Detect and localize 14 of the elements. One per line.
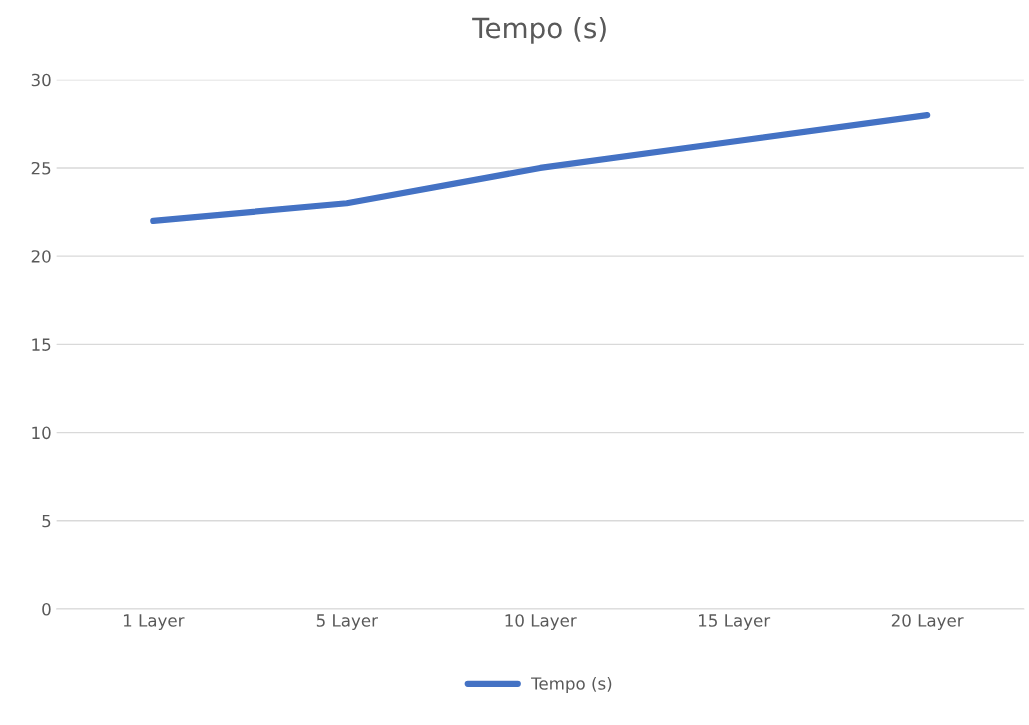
chart-title: Tempo (s) (472, 17, 606, 44)
y-tick-label: 15 (32, 338, 51, 351)
y-tick-label: 30 (31, 73, 51, 87)
y-tick-label: 20 (31, 250, 51, 263)
y-tick-label: 0 (42, 602, 51, 616)
x-tick-label: 20 Layer (891, 614, 964, 630)
y-tick-label: 5 (42, 514, 51, 528)
y-tick-label: 25 (31, 161, 51, 175)
legend-label: Tempo (s) (531, 676, 612, 694)
x-tick-label: 5 Layer (316, 614, 378, 630)
x-tick-label: 15 Layer (699, 614, 771, 630)
x-tick-label: 10 Layer (505, 614, 577, 630)
x-tick-label: 1 Layer (123, 614, 185, 630)
y-tick-label: 10 (32, 426, 51, 440)
